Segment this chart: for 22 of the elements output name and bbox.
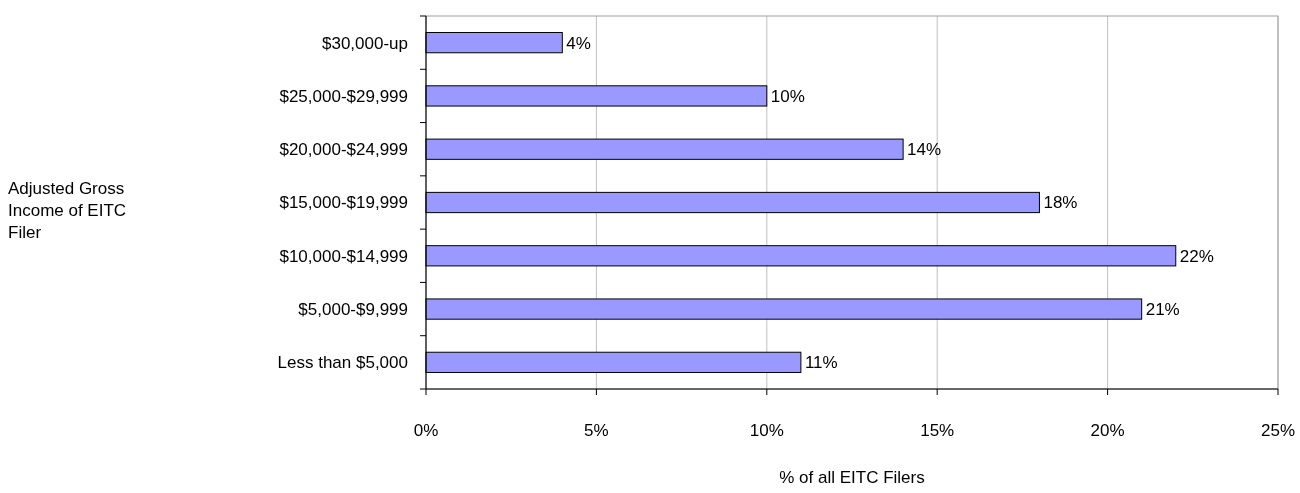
y-tick-label: $10,000-$14,999 (279, 246, 408, 266)
x-tick-label: 20% (1090, 420, 1125, 440)
y-tick-label: Less than $5,000 (277, 353, 408, 373)
data-label: 4% (566, 33, 591, 53)
x-tick-label: 25% (1260, 420, 1296, 440)
x-tick-label: 10% (749, 420, 784, 440)
y-tick-label: $5,000-$9,999 (298, 300, 408, 320)
x-axis-title: % of all EITC Filers (779, 467, 925, 487)
data-label: 18% (1043, 193, 1078, 213)
y-tick-label: $30,000-up (321, 33, 408, 53)
x-tick-label: 5% (584, 420, 609, 440)
y-tick-label: $20,000-$24,999 (279, 140, 408, 160)
x-tick-label: 0% (413, 420, 439, 440)
data-label: 11% (804, 353, 838, 373)
text: Adjusted Gross Income of EITC Filer (8, 178, 127, 242)
data-label: 22% (1179, 246, 1214, 266)
data-label: 10% (770, 86, 805, 106)
data-label: 14% (907, 140, 942, 160)
y-tick-label: $15,000-$19,999 (279, 193, 408, 213)
y-tick-label: $25,000-$29,999 (279, 86, 408, 106)
x-tick-label: 15% (920, 420, 955, 440)
data-label: 21% (1145, 300, 1180, 320)
